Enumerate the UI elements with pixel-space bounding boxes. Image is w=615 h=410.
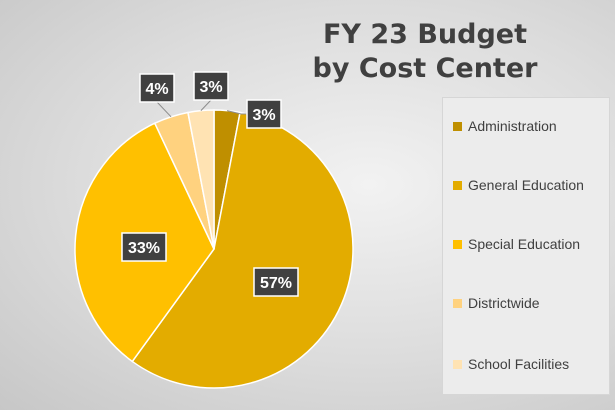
- leader-line-administration: [226, 110, 247, 115]
- legend-label: Administration: [468, 118, 557, 134]
- data-label-districtwide: 4%: [145, 81, 168, 98]
- legend-label: Districtwide: [468, 295, 540, 311]
- data-label-box-school-facilities: [193, 71, 229, 101]
- legend-label: Special Education: [468, 236, 581, 252]
- leader-line-school-facilities: [200, 99, 212, 111]
- legend-swatch: [453, 121, 462, 131]
- leader-line-districtwide: [156, 101, 172, 118]
- data-label-administration: 3%: [252, 107, 275, 124]
- data-label-box-administration: [246, 99, 282, 129]
- chart-title-line-1: FY 23 Budget: [322, 19, 528, 50]
- legend-label: General Education: [468, 177, 584, 193]
- legend-swatch: [453, 359, 462, 369]
- legend-item-general-education: General Education: [453, 175, 584, 195]
- data-label-school-facilities: 3%: [199, 79, 222, 96]
- data-label-general-education: 57%: [260, 275, 292, 292]
- legend-swatch: [453, 298, 462, 308]
- data-label-special-education: 33%: [128, 240, 160, 257]
- legend-item-districtwide: Districtwide: [453, 293, 540, 313]
- legend-item-school-facilities: School Facilities: [453, 354, 569, 374]
- legend-label: School Facilities: [468, 356, 570, 372]
- chart-title-line-2: by Cost Center: [312, 53, 538, 84]
- data-label-box-general-education: [253, 267, 299, 297]
- chart-title: FY 23 Budget by Cost Center: [300, 18, 550, 86]
- pie-slice-general-education: [131, 111, 354, 389]
- legend-item-special-education: Special Education: [453, 234, 580, 254]
- chart-legend: Administration General Education Special…: [442, 97, 610, 395]
- legend-swatch: [453, 180, 462, 190]
- data-label-box-special-education: [121, 232, 167, 262]
- data-label-box-districtwide: [139, 73, 175, 103]
- legend-swatch: [453, 239, 462, 249]
- legend-item-administration: Administration: [453, 116, 557, 136]
